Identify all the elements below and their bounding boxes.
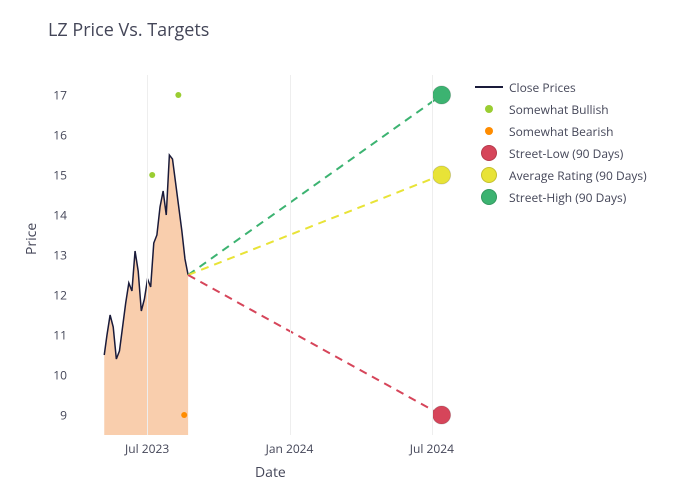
y-tick-label: 10: [37, 367, 67, 384]
y-tick-label: 15: [37, 167, 67, 184]
x-tick-label: Jan 2024: [266, 440, 314, 457]
street_high-marker: [433, 86, 451, 104]
street_low-marker: [433, 406, 451, 424]
legend-dot-icon: [485, 105, 493, 113]
street_high-line: [188, 95, 442, 275]
gridline: [290, 75, 291, 435]
y-tick-label: 9: [37, 407, 67, 424]
chart-title: LZ Price Vs. Targets: [48, 18, 209, 42]
legend-label: Average Rating (90 Days): [509, 167, 647, 184]
y-tick-label: 11: [37, 327, 67, 344]
average_rating-marker: [433, 166, 451, 184]
legend: Close Prices Somewhat Bullish Somewhat Bea…: [475, 78, 647, 210]
y-tick-label: 16: [37, 127, 67, 144]
legend-bigdot-icon: [481, 145, 497, 161]
plot-svg: [75, 75, 465, 435]
legend-item-street_high[interactable]: Street-High (90 Days): [475, 188, 647, 206]
legend-label: Somewhat Bullish: [509, 101, 609, 118]
legend-item-close_prices[interactable]: Close Prices: [475, 78, 647, 96]
legend-dot-icon: [485, 127, 493, 135]
gridline: [432, 75, 433, 435]
legend-item-somewhat_bullish[interactable]: Somewhat Bullish: [475, 100, 647, 118]
legend-bigdot-icon: [481, 167, 497, 183]
y-tick-label: 13: [37, 247, 67, 264]
gridline: [147, 75, 148, 435]
legend-line-icon: [475, 86, 503, 88]
x-tick-label: Jul 2023: [125, 440, 169, 457]
legend-item-street_low[interactable]: Street-Low (90 Days): [475, 144, 647, 162]
y-tick-label: 14: [37, 207, 67, 224]
legend-label: Street-Low (90 Days): [509, 145, 623, 162]
legend-bigdot-icon: [481, 189, 497, 205]
x-axis-label: Date: [255, 463, 286, 482]
x-tick-label: Jul 2024: [410, 440, 454, 457]
price-targets-chart: LZ Price Vs. Targets Price Date Jul 2023…: [0, 0, 700, 500]
street_low-line: [188, 275, 442, 415]
legend-item-somewhat_bearish[interactable]: Somewhat Bearish: [475, 122, 647, 140]
legend-label: Somewhat Bearish: [509, 123, 614, 140]
somewhat_bullish-marker: [175, 92, 181, 98]
somewhat_bullish-marker: [149, 172, 155, 178]
legend-label: Close Prices: [509, 79, 576, 96]
somewhat_bearish-marker: [181, 412, 187, 418]
legend-label: Street-High (90 Days): [509, 189, 626, 206]
average_rating-line: [188, 175, 442, 275]
y-tick-label: 17: [37, 87, 67, 104]
legend-item-average_rating[interactable]: Average Rating (90 Days): [475, 166, 647, 184]
y-tick-label: 12: [37, 287, 67, 304]
plot-area: Jul 2023Jan 2024Jul 20249101112131415161…: [75, 75, 465, 435]
